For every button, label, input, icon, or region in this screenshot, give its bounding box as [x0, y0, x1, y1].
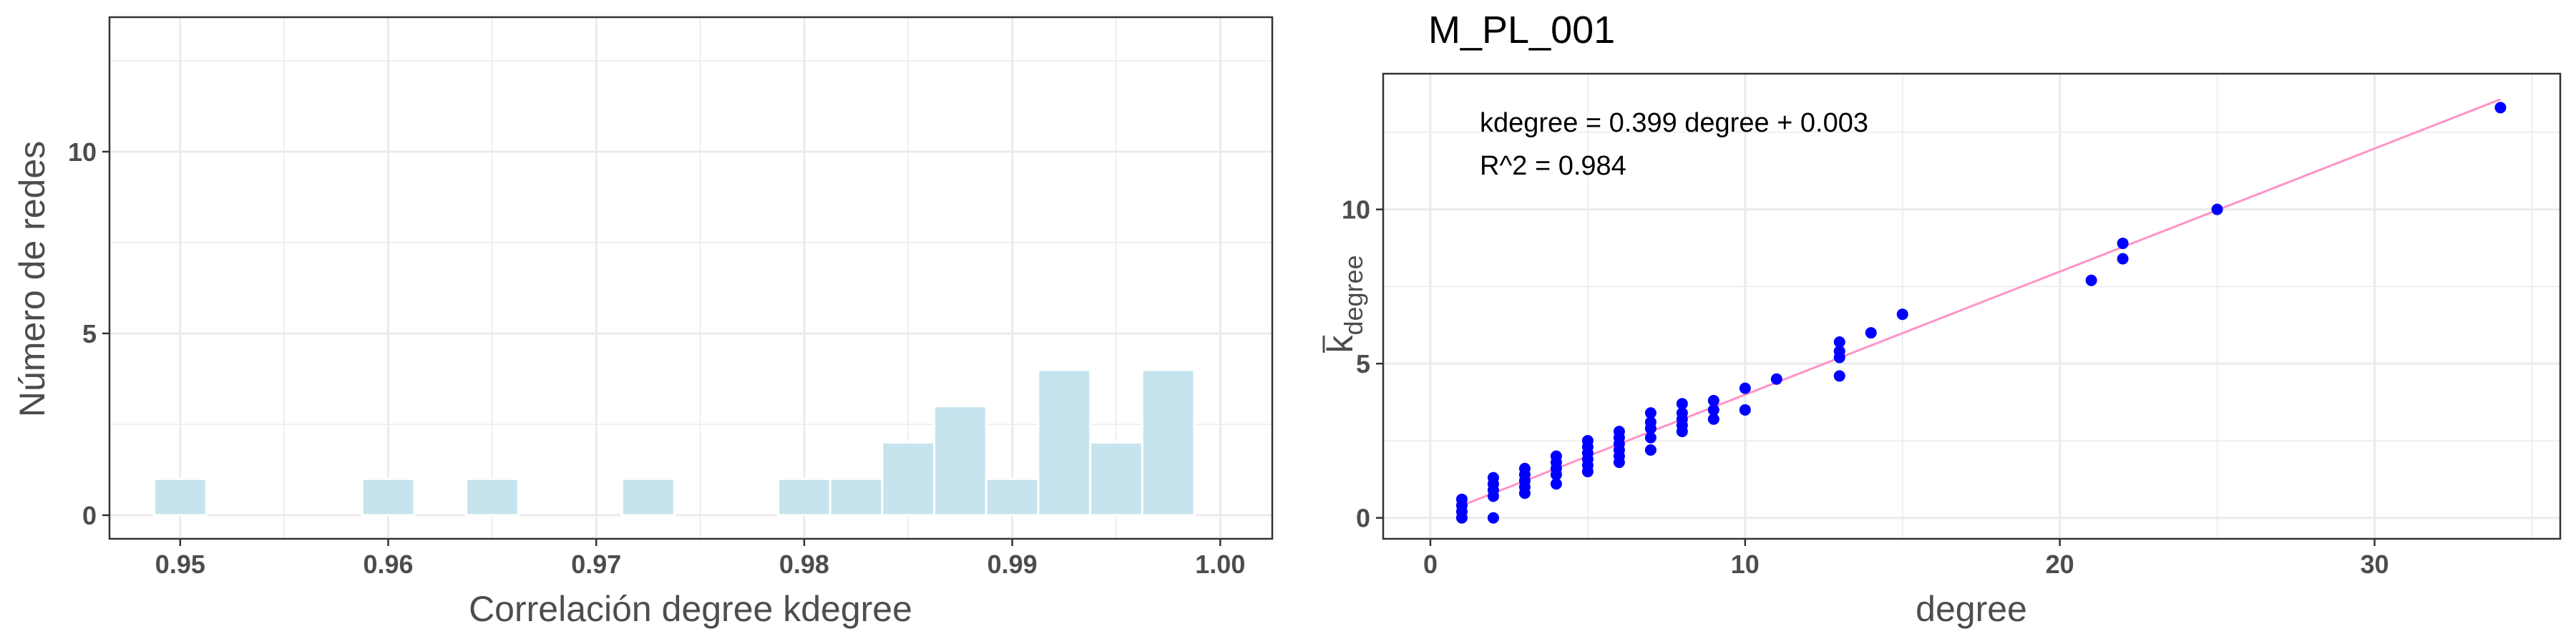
- histogram-gridlines: [109, 17, 1272, 539]
- histogram-bar: [1037, 369, 1092, 517]
- scatter-point: [1644, 431, 1657, 444]
- scatter-panel: M_PL_001 0 10 20 30 0 5 10 kdegree = 0.399 deg…: [1320, 9, 2562, 629]
- histogram-bar: [1089, 441, 1143, 517]
- histogram-bar: [881, 441, 936, 517]
- scatter-point: [1581, 434, 1594, 447]
- scatter-point: [1487, 472, 1499, 484]
- scatter-y-axis-title: kdegree: [1320, 255, 1368, 353]
- scatter-x-tick-label: 20: [2046, 550, 2074, 579]
- histogram-bar: [621, 477, 675, 517]
- histogram-x-tick-label: 1.00: [1195, 550, 1245, 579]
- scatter-x-tick-label: 0: [1423, 550, 1438, 579]
- scatter-point: [2211, 203, 2223, 215]
- scatter-point: [1833, 370, 1845, 382]
- scatter-point: [1518, 462, 1531, 474]
- histogram-x-tick-label: 0.98: [779, 550, 829, 579]
- scatter-y-tick-label: 10: [1342, 195, 1370, 225]
- scatter-x-tick-label: 30: [2360, 550, 2389, 579]
- histogram-bars: [153, 369, 1196, 517]
- scatter-point: [2085, 274, 2097, 286]
- y-axis-title-base: k: [1320, 335, 1360, 353]
- scatter-x-tick-label: 10: [1731, 550, 1760, 579]
- histogram-y-tick-label: 10: [68, 137, 97, 167]
- scatter-point: [2494, 102, 2507, 114]
- histogram-x-tick-label: 0.99: [987, 550, 1038, 579]
- scatter-panel-border: [1382, 72, 2562, 540]
- scatter-point: [1550, 478, 1562, 490]
- scatter-point: [1865, 327, 1877, 339]
- scatter-title: M_PL_001: [1428, 9, 1615, 52]
- histogram-bar: [153, 477, 208, 517]
- histogram-bar: [933, 405, 987, 517]
- scatter-y-tick-label: 0: [1356, 504, 1370, 533]
- y-axis-title-text: kdegree: [1320, 255, 1368, 353]
- scatter-point: [1644, 416, 1657, 429]
- histogram-x-tick-label: 0.96: [363, 550, 413, 579]
- histogram-x-tick-label: 0.95: [155, 550, 205, 579]
- scatter-point: [1707, 413, 1719, 425]
- histogram-y-axis-title: Número de redes: [12, 141, 52, 417]
- scatter-point: [1644, 444, 1657, 456]
- scatter-point: [1487, 512, 1499, 524]
- y-axis-title-subscript: degree: [1339, 255, 1368, 335]
- scatter-point: [1896, 308, 1908, 321]
- scatter-point: [1707, 394, 1719, 406]
- histogram-bar: [985, 477, 1040, 517]
- scatter-point: [1613, 426, 1625, 437]
- histogram-y-tick-label: 0: [82, 501, 97, 530]
- scatter-point: [1676, 398, 1688, 410]
- histogram-x-axis-title: Correlación degree kdegree: [469, 589, 912, 629]
- scatter-points: [1455, 102, 2507, 524]
- histogram-panel: 0.95 0.96 0.97 0.98 0.99 1.00 0 5 10 Correlación…: [12, 16, 1274, 629]
- histogram-bar: [361, 477, 416, 517]
- scatter-point: [2117, 238, 2129, 250]
- scatter-point: [1833, 336, 1845, 348]
- regression-line: [1461, 98, 2501, 507]
- scatter-point: [1739, 382, 1751, 394]
- histogram-axis-ticks: 0.95 0.96 0.97 0.98 0.99 1.00 0 5 10: [68, 137, 1245, 579]
- histogram-bar: [465, 477, 519, 517]
- scatter-point: [1770, 373, 1782, 385]
- scatter-point: [1644, 407, 1657, 419]
- histogram-bar: [829, 477, 884, 517]
- scatter-y-tick-label: 5: [1356, 349, 1370, 379]
- scatter-gridlines: [1383, 74, 2560, 539]
- scatter-point: [1676, 407, 1688, 419]
- scatter-point: [1550, 450, 1562, 462]
- scatter-point: [2117, 253, 2129, 265]
- histogram-x-tick-label: 0.97: [571, 550, 621, 579]
- histogram-panel-border: [108, 16, 1274, 540]
- scatter-point: [1833, 345, 1845, 357]
- scatter-x-axis-title: degree: [1916, 589, 2027, 629]
- scatter-point: [1455, 493, 1468, 505]
- histogram-bar: [1141, 369, 1196, 517]
- scatter-point: [1739, 404, 1751, 416]
- scatter-point: [1707, 404, 1719, 416]
- regression-equation: kdegree = 0.399 degree + 0.003: [1480, 108, 1868, 138]
- scatter-axis-ticks: 0 10 20 30 0 5 10: [1342, 195, 2389, 579]
- histogram-bar: [777, 477, 831, 517]
- histogram-y-tick-label: 5: [82, 319, 97, 348]
- r-squared-label: R^2 = 0.984: [1480, 151, 1626, 181]
